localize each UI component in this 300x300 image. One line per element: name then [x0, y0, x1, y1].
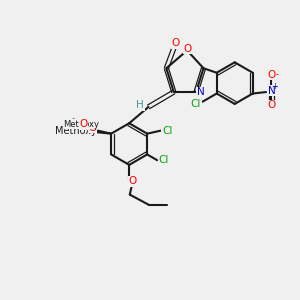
Text: N: N — [268, 85, 275, 96]
Text: Methoxy: Methoxy — [64, 120, 100, 129]
Text: Cl: Cl — [162, 126, 172, 136]
Text: Cl: Cl — [158, 155, 169, 165]
Text: O: O — [183, 44, 191, 54]
Text: H: H — [136, 100, 144, 110]
Text: O: O — [129, 176, 137, 186]
Text: Cl: Cl — [191, 99, 201, 109]
Text: Methoxy: Methoxy — [55, 126, 96, 136]
Text: +: + — [272, 82, 278, 91]
Text: O: O — [88, 123, 97, 133]
Text: O: O — [267, 100, 276, 110]
Text: -: - — [276, 70, 279, 79]
Text: O: O — [84, 126, 92, 136]
Text: O: O — [80, 119, 88, 129]
Text: O: O — [171, 38, 179, 48]
Text: N: N — [197, 87, 204, 97]
Text: O: O — [267, 70, 276, 80]
